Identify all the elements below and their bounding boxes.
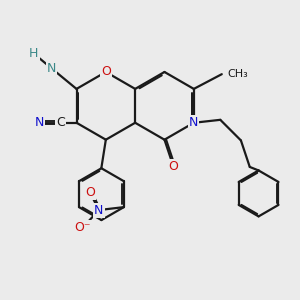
Text: CH₃: CH₃: [228, 69, 248, 79]
Text: H: H: [29, 47, 38, 60]
Text: N: N: [47, 62, 56, 75]
Text: O: O: [85, 186, 95, 199]
Text: O: O: [168, 160, 178, 173]
Text: O⁻: O⁻: [74, 221, 91, 234]
Text: N: N: [35, 116, 44, 129]
Text: C: C: [56, 116, 65, 129]
Text: N: N: [189, 116, 199, 129]
Text: O: O: [101, 65, 111, 79]
Text: N: N: [94, 204, 104, 217]
